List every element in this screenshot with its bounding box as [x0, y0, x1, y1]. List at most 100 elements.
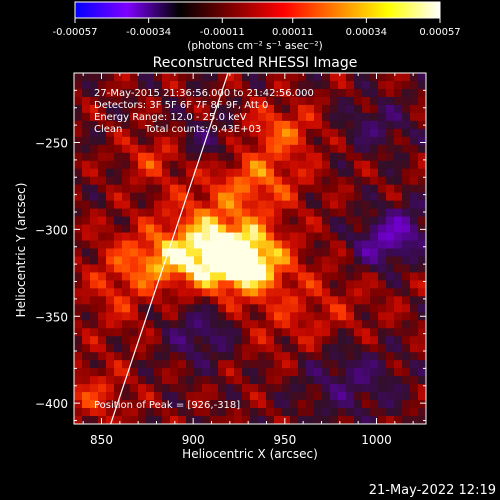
heatmap-cell — [90, 304, 99, 313]
heatmap-cell — [322, 112, 331, 122]
heatmap-cell — [346, 144, 355, 154]
heatmap-cell — [130, 392, 139, 401]
heatmap-cell — [266, 352, 275, 361]
heatmap-cell — [394, 176, 403, 186]
heatmap-cell — [290, 88, 299, 98]
heatmap-cell — [274, 288, 283, 297]
colorbar-ticks: -0.00057 -0.00034 -0.00011 0.00011 0.00034 0.… — [53, 18, 461, 38]
heatmap-cell — [418, 232, 426, 242]
heatmap-cell — [338, 176, 347, 186]
heatmap-cell — [242, 200, 251, 210]
heatmap-cell — [114, 184, 123, 194]
heatmap-cell — [306, 144, 315, 154]
heatmap-cell — [90, 144, 99, 154]
heatmap-cell — [162, 352, 171, 361]
heatmap-cell — [98, 96, 107, 106]
heatmap-cell — [346, 96, 355, 106]
heatmap-cell — [146, 168, 155, 178]
heatmap-cell — [178, 120, 187, 130]
heatmap-cell — [314, 200, 323, 210]
heatmap-cell — [114, 376, 123, 385]
heatmap-cell — [402, 256, 411, 266]
heatmap-cell — [210, 256, 219, 266]
heatmap-cell — [250, 200, 259, 210]
heatmap-cell — [154, 160, 163, 170]
heatmap-cell — [186, 152, 195, 162]
heatmap-cell — [410, 208, 419, 218]
heatmap-cell — [90, 248, 99, 258]
heatmap-cell — [226, 120, 235, 130]
heatmap-cell — [250, 312, 259, 321]
heatmap-cell — [90, 184, 99, 194]
heatmap-cell — [226, 264, 235, 274]
heatmap-cell — [82, 144, 91, 154]
heatmap-cell — [410, 368, 419, 377]
heatmap-cell — [266, 200, 275, 210]
heatmap-cell — [242, 232, 251, 242]
heatmap-cell — [170, 232, 179, 242]
heatmap-cell — [314, 128, 323, 138]
heatmap-cell — [106, 200, 115, 210]
heatmap-cell — [402, 288, 411, 297]
heatmap-cell — [338, 312, 347, 321]
heatmap-cell — [418, 248, 426, 258]
heatmap-cell — [250, 136, 259, 146]
heatmap-cell — [194, 352, 203, 361]
heatmap-cell — [154, 400, 163, 409]
heatmap-cell — [114, 96, 123, 106]
heatmap-cell — [170, 272, 179, 282]
heatmap-cell — [306, 248, 315, 258]
heatmap-cell — [418, 136, 426, 146]
heatmap-cell — [282, 408, 291, 417]
heatmap-cell — [106, 344, 115, 353]
heatmap-cell — [194, 304, 203, 313]
heatmap-cell — [130, 352, 139, 361]
heatmap-cell — [418, 320, 426, 329]
heatmap-cell — [266, 384, 275, 393]
heatmap-cell — [146, 128, 155, 138]
heatmap-cell — [234, 416, 243, 424]
heatmap-cell — [330, 216, 339, 226]
heatmap-cell — [274, 312, 283, 321]
heatmap-cell — [82, 264, 91, 274]
heatmap-cell — [226, 128, 235, 138]
heatmap-cell — [322, 320, 331, 329]
heatmap-cell — [130, 208, 139, 218]
heatmap-cell — [378, 368, 387, 377]
heatmap-cell — [194, 104, 203, 114]
heatmap-cell — [338, 240, 347, 250]
heatmap-cell — [282, 80, 291, 90]
heatmap-cell — [402, 272, 411, 282]
heatmap-cell — [338, 288, 347, 297]
heatmap-cell — [322, 216, 331, 226]
heatmap-cell — [178, 344, 187, 353]
heatmap-cell — [282, 344, 291, 353]
heatmap-cell — [162, 400, 171, 409]
heatmap-cell — [386, 184, 395, 194]
heatmap-cell — [266, 296, 275, 305]
heatmap-cell — [418, 368, 426, 377]
heatmap-cell — [322, 224, 331, 234]
heatmap-cell — [130, 200, 139, 210]
heatmap-cell — [370, 296, 379, 305]
heatmap-cell — [242, 328, 251, 337]
heatmap-cell — [162, 73, 171, 82]
heatmap-cell — [298, 88, 307, 98]
heatmap-cell — [306, 136, 315, 146]
heatmap-cell — [82, 296, 91, 305]
heatmap-cell — [154, 408, 163, 417]
heatmap-cell — [378, 400, 387, 409]
heatmap-cell — [210, 272, 219, 282]
heatmap-cell — [402, 240, 411, 250]
heatmap-cell — [138, 208, 147, 218]
heatmap-cell — [90, 344, 99, 353]
heatmap-cell — [186, 256, 195, 266]
heatmap-cell — [394, 144, 403, 154]
heatmap-cell — [322, 296, 331, 305]
heatmap-cell — [194, 216, 203, 226]
heatmap-cell — [354, 240, 363, 250]
heatmap-cell — [322, 368, 331, 377]
heatmap-cell — [194, 208, 203, 218]
heatmap-cell — [122, 280, 131, 289]
heatmap-cell — [74, 160, 83, 170]
